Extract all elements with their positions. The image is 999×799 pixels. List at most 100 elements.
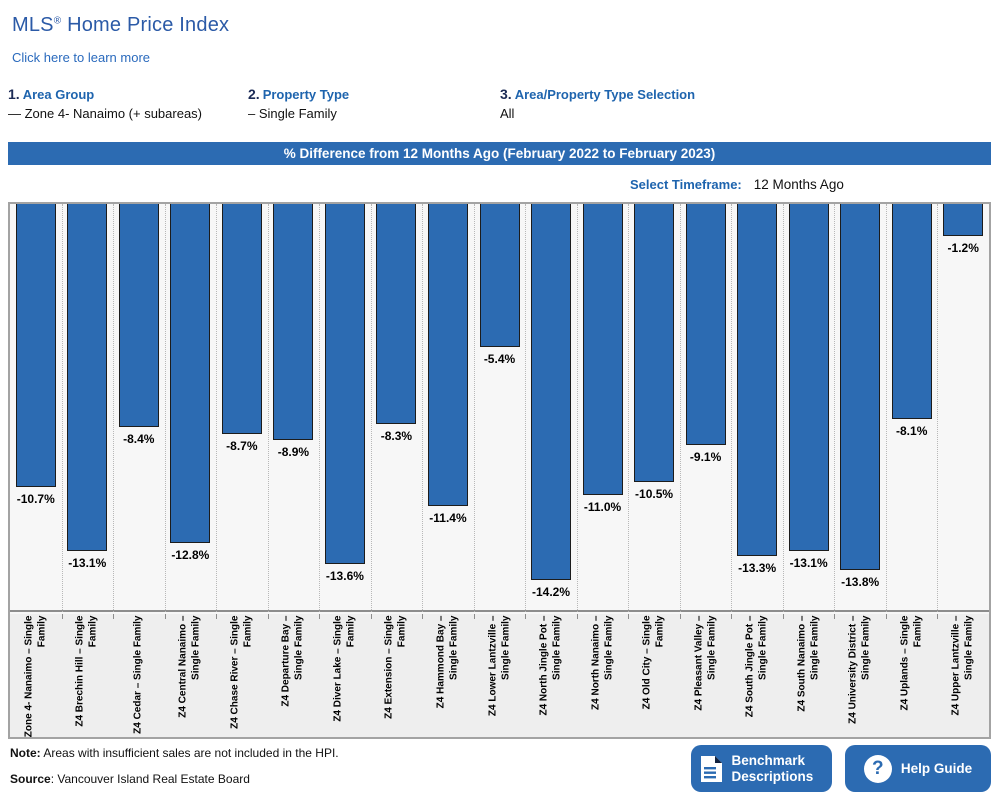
axis-tick [473, 614, 475, 619]
bar[interactable] [221, 204, 262, 434]
axis-tick [937, 614, 939, 619]
gridline [885, 204, 887, 612]
bar-value-label: -8.3% [380, 429, 413, 443]
bar[interactable] [634, 204, 675, 482]
property-type-label: Property Type [262, 87, 350, 102]
bar-value-label: -10.7% [16, 492, 55, 506]
axis-tick [267, 614, 269, 619]
gridline [834, 204, 836, 612]
bar-value-label: -13.1% [789, 556, 828, 570]
document-icon [700, 755, 723, 783]
axis-tick [319, 614, 321, 619]
bar-value-label: -11.0% [583, 500, 622, 514]
axis-tick [885, 614, 887, 619]
gridline [731, 204, 733, 612]
axis-tick [61, 614, 63, 619]
axis-tick [164, 614, 166, 619]
axis-tick [113, 614, 115, 619]
axis-tick [525, 614, 527, 619]
gridline [113, 204, 115, 612]
bar[interactable] [737, 204, 778, 556]
axis-tick [422, 614, 424, 619]
area-property-type-value: All [500, 106, 515, 121]
area-property-type-selection: 3. Area/Property Type Selection All [500, 86, 695, 121]
gridline [164, 204, 166, 612]
note-text: Note: Areas with insufficient sales are … [10, 746, 339, 760]
axis-tick [782, 614, 784, 619]
chart-title-banner: % Difference from 12 Months Ago (Februar… [8, 142, 991, 165]
gridline [422, 204, 424, 612]
bar[interactable] [67, 204, 108, 551]
source-text: Source: Vancouver Island Real Estate Boa… [10, 772, 250, 786]
bar[interactable] [376, 204, 417, 424]
area-group-value: — Zone 4- Nanaimo (+ subareas) [8, 106, 203, 121]
help-guide-button[interactable]: ? Help Guide [845, 745, 991, 792]
bar-value-label: -12.8% [171, 548, 210, 562]
benchmark-descriptions-label: Benchmark Descriptions [731, 752, 814, 784]
area-group-label: Area Group [22, 87, 95, 102]
help-guide-label: Help Guide [900, 760, 973, 776]
property-type-number: 2. [248, 86, 260, 102]
bar[interactable] [170, 204, 211, 543]
bar-value-label: -13.1% [68, 556, 107, 570]
bar[interactable] [840, 204, 881, 570]
bar-value-label: -8.4% [123, 432, 155, 446]
axis-tick [679, 614, 681, 619]
page-title: MLS® Home Price Index [12, 14, 230, 36]
axis-tick [576, 614, 578, 619]
bar-value-label: -13.3% [738, 561, 777, 575]
bar[interactable] [273, 204, 314, 440]
gridline [216, 204, 218, 612]
axis-tick [216, 614, 218, 619]
bar[interactable] [118, 204, 159, 427]
bar[interactable] [427, 204, 468, 506]
timeframe-selector: Select Timeframe: 12 Months Ago [630, 174, 844, 194]
bar-value-label: -13.8% [841, 575, 880, 589]
bar-value-label: -8.1% [896, 424, 928, 438]
bar[interactable] [891, 204, 932, 419]
gridline [576, 204, 578, 612]
bar-value-label: -14.2% [531, 585, 571, 599]
bar-value-label: -1.2% [947, 241, 979, 255]
gridline [937, 204, 939, 612]
bar-chart: -10.7% -13.1% -8.4% -12.8% -8.7% -8.9% -13.6% -… [8, 202, 991, 739]
bar[interactable] [943, 204, 984, 236]
chart-title: % Difference from 12 Months Ago (Februar… [283, 146, 716, 161]
timeframe-label: Select Timeframe: [630, 176, 742, 192]
gridline [61, 204, 63, 612]
property-type-selection: 2. Property Type – Single Family [248, 86, 349, 121]
x-axis-label: Z4 Upper Lantzville – Single Family [950, 615, 975, 716]
gridline [473, 204, 475, 612]
help-question-icon: ? [863, 754, 892, 783]
gridline [525, 204, 527, 612]
area-group-selection: 1. Area Group — Zone 4- Nanaimo (+ subare… [8, 86, 202, 121]
timeframe-value-dropdown[interactable]: 12 Months Ago [753, 176, 844, 192]
bar-value-label: -13.6% [325, 569, 364, 583]
bar[interactable] [324, 204, 365, 564]
benchmark-descriptions-button[interactable]: Benchmark Descriptions [691, 745, 832, 792]
chart-x-axis-label-area: Zone 4- Nanaimo – Single Family Z4 Brechi… [10, 614, 989, 737]
area-property-type-label: Area/Property Type Selection [514, 87, 696, 102]
gridline [267, 204, 269, 612]
chart-plot-area: -10.7% -13.1% -8.4% -12.8% -8.7% -8.9% -13.6% -… [10, 204, 989, 612]
learn-more-link[interactable]: Click here to learn more [12, 50, 150, 65]
property-type-value: – Single Family [248, 106, 337, 121]
bar[interactable] [685, 204, 726, 445]
axis-tick [834, 614, 836, 619]
bar[interactable] [582, 204, 623, 495]
bar[interactable] [788, 204, 829, 551]
gridline [679, 204, 681, 612]
axis-tick [731, 614, 733, 619]
area-property-type-number: 3. [500, 86, 512, 102]
bar-value-label: -8.7% [226, 439, 258, 453]
axis-tick [370, 614, 372, 619]
registered-trademark-symbol: ® [53, 15, 62, 27]
bar-value-label: -5.4% [483, 352, 516, 366]
bar[interactable] [531, 204, 572, 580]
bar[interactable] [15, 204, 56, 487]
bar-value-label: -10.5% [635, 487, 674, 501]
bar[interactable] [479, 204, 520, 347]
gridline [370, 204, 372, 612]
gridline [628, 204, 630, 612]
